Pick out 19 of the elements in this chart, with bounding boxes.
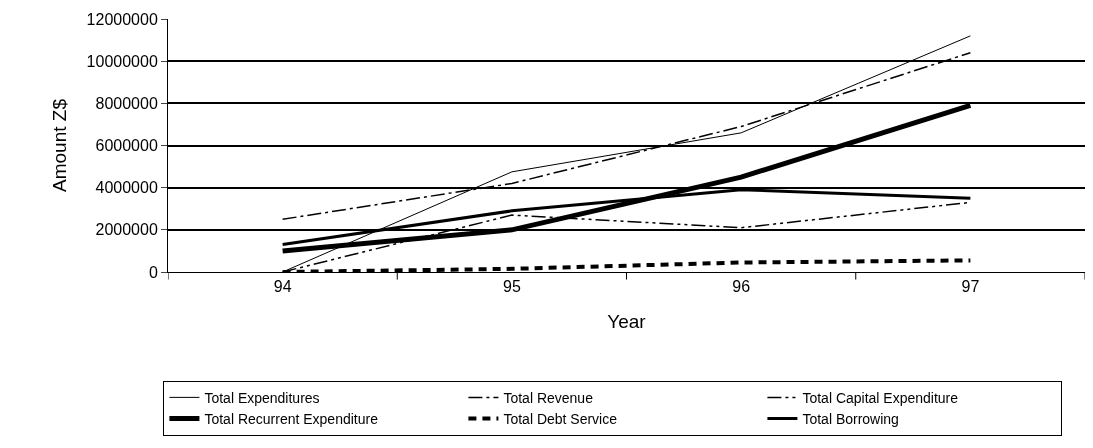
legend-label: Total Borrowing [802, 411, 899, 428]
legend-label: Total Capital Expenditure [802, 389, 959, 406]
legend-label: Total Debt Service [503, 411, 618, 428]
y-tick-label: 4000000 [95, 179, 158, 197]
y-tick-label: 6000000 [95, 137, 158, 155]
y-tick-label: 12000000 [86, 10, 158, 28]
legend-label: Total Expenditures [204, 389, 320, 406]
y-tick-label: 0 [148, 263, 158, 281]
y-tick-label: 10000000 [86, 52, 158, 70]
legend-label: Total Recurrent Expenditure [204, 411, 379, 428]
y-axis-title: Amount Z$ [49, 98, 71, 192]
x-tick-label: 96 [732, 278, 751, 296]
y-tick-label: 2000000 [95, 221, 158, 239]
y-tick-label: 8000000 [95, 94, 158, 112]
x-tick-label: 97 [961, 278, 980, 296]
x-tick-label: 95 [502, 278, 521, 296]
x-axis-title: Year [607, 311, 647, 332]
x-tick-label: 94 [273, 278, 292, 296]
legend-label: Total Revenue [503, 389, 594, 406]
